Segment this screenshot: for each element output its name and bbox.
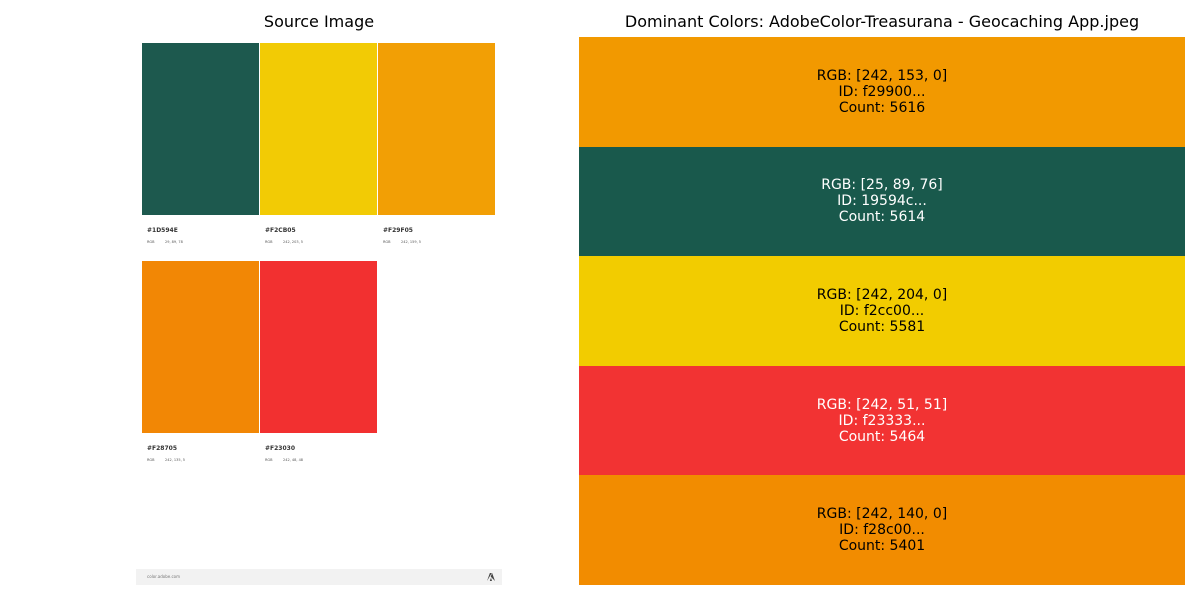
color-bar-2-id: ID: 19594c... xyxy=(837,193,927,210)
source-image-title: Source Image xyxy=(263,12,375,31)
color-bar-5-id: ID: f28c00... xyxy=(839,522,925,539)
color-bar-1-id: ID: f29900... xyxy=(838,83,926,100)
color-bar-2: RGB: [25, 89, 76] ID: 19594c... Count: 5… xyxy=(579,146,1185,257)
swatch-4 xyxy=(142,261,259,433)
color-bar-5-count: Count: 5401 xyxy=(838,538,926,555)
color-bar-3-count: Count: 5581 xyxy=(838,318,926,335)
swatch-5 xyxy=(260,261,377,433)
adobe-logo-icon xyxy=(487,573,495,581)
swatch-3 xyxy=(378,43,495,215)
source-footer: color.adobe.com xyxy=(136,569,502,585)
color-bar-4: RGB: [242, 51, 51] ID: f23333... Count: … xyxy=(579,365,1185,476)
color-bar-5-label: RGB: [242, 140, 0] ID: f28c00... Count: … xyxy=(817,506,947,554)
color-bar-4-count: Count: 5464 xyxy=(838,428,926,445)
color-bar-2-rgb: RGB: [25, 89, 76] xyxy=(821,177,943,194)
footer-url: color.adobe.com xyxy=(147,574,181,579)
color-bar-4-rgb: RGB: [242, 51, 51] xyxy=(816,396,948,413)
swatch-3-rgb: RGB 242, 159, 5 xyxy=(383,240,422,244)
color-bar-5: RGB: [242, 140, 0] ID: f28c00... Count: … xyxy=(579,475,1185,585)
color-bar-1: RGB: [242, 153, 0] ID: f29900... Count: … xyxy=(579,37,1185,147)
color-bar-5-rgb: RGB: [242, 140, 0] xyxy=(816,506,948,523)
swatch-2-hex: #F2CB05 xyxy=(265,227,296,234)
swatch-3-hex: #F29F05 xyxy=(383,227,413,234)
color-bar-2-count: Count: 5614 xyxy=(838,209,926,226)
swatch-2 xyxy=(260,43,377,215)
swatch-1-hex: #1D594E xyxy=(147,227,178,234)
swatch-5-rgb: RGB 242, 48, 48 xyxy=(265,458,304,462)
color-bar-1-count: Count: 5616 xyxy=(838,99,926,116)
swatch-1-rgb: RGB 29, 89, 78 xyxy=(147,240,183,244)
color-bar-4-label: RGB: [242, 51, 51] ID: f23333... Count: … xyxy=(817,397,947,445)
source-image: #1D594E RGB 29, 89, 78 #F2CB05 RGB 242, 20… xyxy=(136,38,502,585)
swatch-5-hex: #F23030 xyxy=(265,445,295,452)
swatch-4-rgb: RGB 242, 135, 5 xyxy=(147,458,186,462)
swatch-4-hex: #F28705 xyxy=(147,445,177,452)
color-bar-2-label: RGB: [25, 89, 76] ID: 19594c... Count: 5… xyxy=(821,177,943,225)
swatch-1 xyxy=(142,43,259,215)
swatch-2-rgb: RGB 242, 203, 5 xyxy=(265,240,304,244)
color-bar-3-id: ID: f2cc00... xyxy=(839,302,925,319)
dominant-colors-title: Dominant Colors: AdobeColor-Treasurana -… xyxy=(624,12,1140,31)
color-bar-1-rgb: RGB: [242, 153, 0] xyxy=(816,67,948,84)
color-bar-4-id: ID: f23333... xyxy=(838,412,926,429)
color-bar-3-label: RGB: [242, 204, 0] ID: f2cc00... Count: … xyxy=(817,287,947,335)
color-bar-3: RGB: [242, 204, 0] ID: f2cc00... Count: … xyxy=(579,256,1185,366)
dominant-color-bars: RGB: [242, 153, 0] ID: f29900... Count: … xyxy=(579,37,1185,585)
color-bar-1-label: RGB: [242, 153, 0] ID: f29900... Count: … xyxy=(817,68,947,116)
color-bar-3-rgb: RGB: [242, 204, 0] xyxy=(816,286,948,303)
